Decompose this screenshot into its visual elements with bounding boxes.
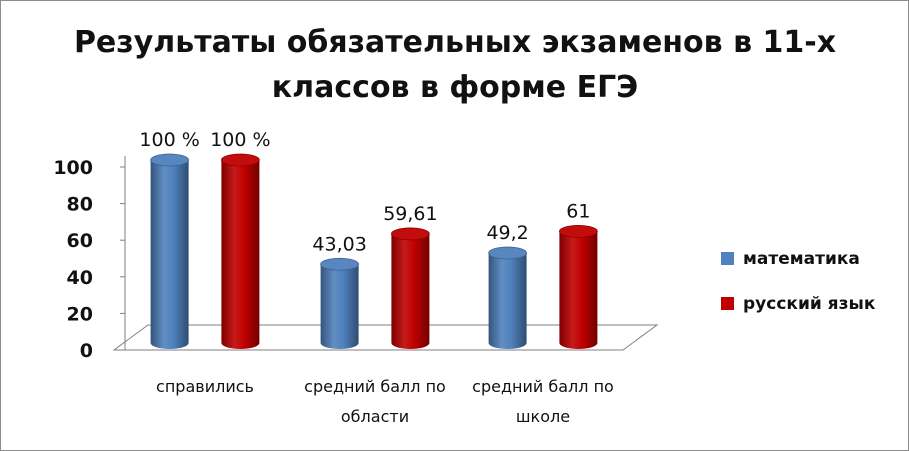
bar-top: [220, 153, 260, 167]
y-tick-label: 100: [53, 157, 93, 179]
chart-title-line-1: Результаты обязательных экзаменов в 11-х: [74, 25, 836, 60]
legend-swatch: [721, 297, 734, 310]
bar-body: [391, 233, 430, 349]
x-category-label: средний балл по: [472, 377, 614, 396]
legend-label: математика: [743, 249, 860, 269]
y-tick-label: 40: [67, 267, 93, 289]
bar-top: [559, 224, 598, 238]
bar-russkiy-1: [390, 227, 430, 349]
bar-matematika-0: [150, 153, 190, 349]
y-tick-label: 80: [67, 194, 93, 216]
bar-matematika-1: [320, 257, 360, 349]
y-tick-label: 20: [67, 303, 93, 325]
bar-russkiy-0: [220, 153, 260, 349]
bar-body: [320, 264, 359, 349]
data-label: 59,61: [383, 203, 437, 225]
y-tick-label: 60: [67, 230, 93, 252]
legend-swatch: [721, 252, 734, 265]
x-category-label: области: [341, 407, 409, 426]
y-tick-label: 0: [80, 340, 93, 362]
chart-title-line-2: классов в форме ЕГЭ: [272, 70, 638, 105]
data-label: 43,03: [312, 233, 366, 255]
bar-top: [488, 246, 528, 260]
data-label: 100 %: [139, 129, 199, 151]
bar-top: [150, 153, 190, 167]
x-category-label: школе: [516, 407, 570, 426]
bar-body: [150, 160, 189, 349]
x-category-label: средний балл по: [304, 377, 446, 396]
data-label: 61: [566, 200, 590, 222]
bar-matematika-2: [488, 246, 528, 349]
data-label: 49,2: [486, 222, 528, 244]
data-label: 100 %: [210, 129, 270, 151]
bar-top: [390, 227, 430, 241]
bar-russkiy-2: [559, 224, 598, 349]
x-category-label: справились: [156, 377, 254, 396]
bar-body: [559, 231, 598, 349]
legend-label: русский язык: [743, 294, 876, 314]
bar-body: [488, 252, 527, 349]
bar-body: [221, 160, 260, 349]
bar-top: [320, 257, 360, 271]
